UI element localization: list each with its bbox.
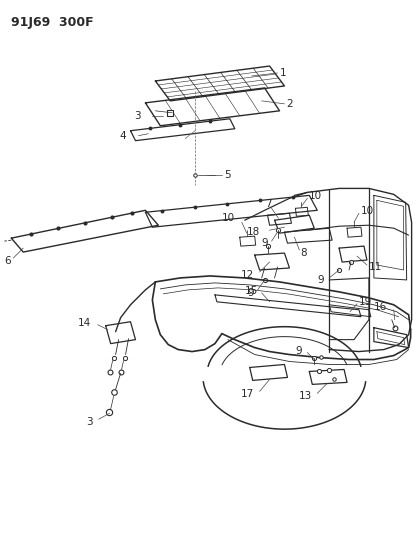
Text: 9: 9 (260, 238, 267, 248)
Text: 17: 17 (240, 389, 253, 399)
Text: 13: 13 (298, 391, 311, 401)
Text: 14: 14 (77, 318, 90, 328)
Text: 2: 2 (286, 99, 292, 109)
Text: 91J69  300F: 91J69 300F (11, 17, 94, 29)
Text: 3: 3 (133, 111, 140, 121)
Text: 16: 16 (373, 302, 386, 312)
Text: 5: 5 (223, 171, 230, 181)
Text: 1: 1 (279, 68, 285, 78)
Text: 8: 8 (300, 248, 306, 258)
Text: 3: 3 (86, 417, 93, 427)
Text: 11: 11 (368, 262, 381, 272)
Text: 9: 9 (317, 275, 323, 285)
Text: 4: 4 (120, 131, 126, 141)
Text: 10: 10 (309, 191, 322, 201)
Text: 10: 10 (360, 206, 373, 216)
Text: 15: 15 (244, 286, 257, 296)
Text: 19: 19 (358, 297, 371, 307)
Text: 9: 9 (295, 345, 301, 356)
Text: 10: 10 (221, 213, 234, 223)
Text: 9: 9 (247, 288, 253, 298)
Text: 6: 6 (5, 256, 11, 266)
Text: 18: 18 (246, 227, 259, 237)
Text: 12: 12 (240, 270, 253, 280)
Text: 7: 7 (265, 199, 272, 209)
